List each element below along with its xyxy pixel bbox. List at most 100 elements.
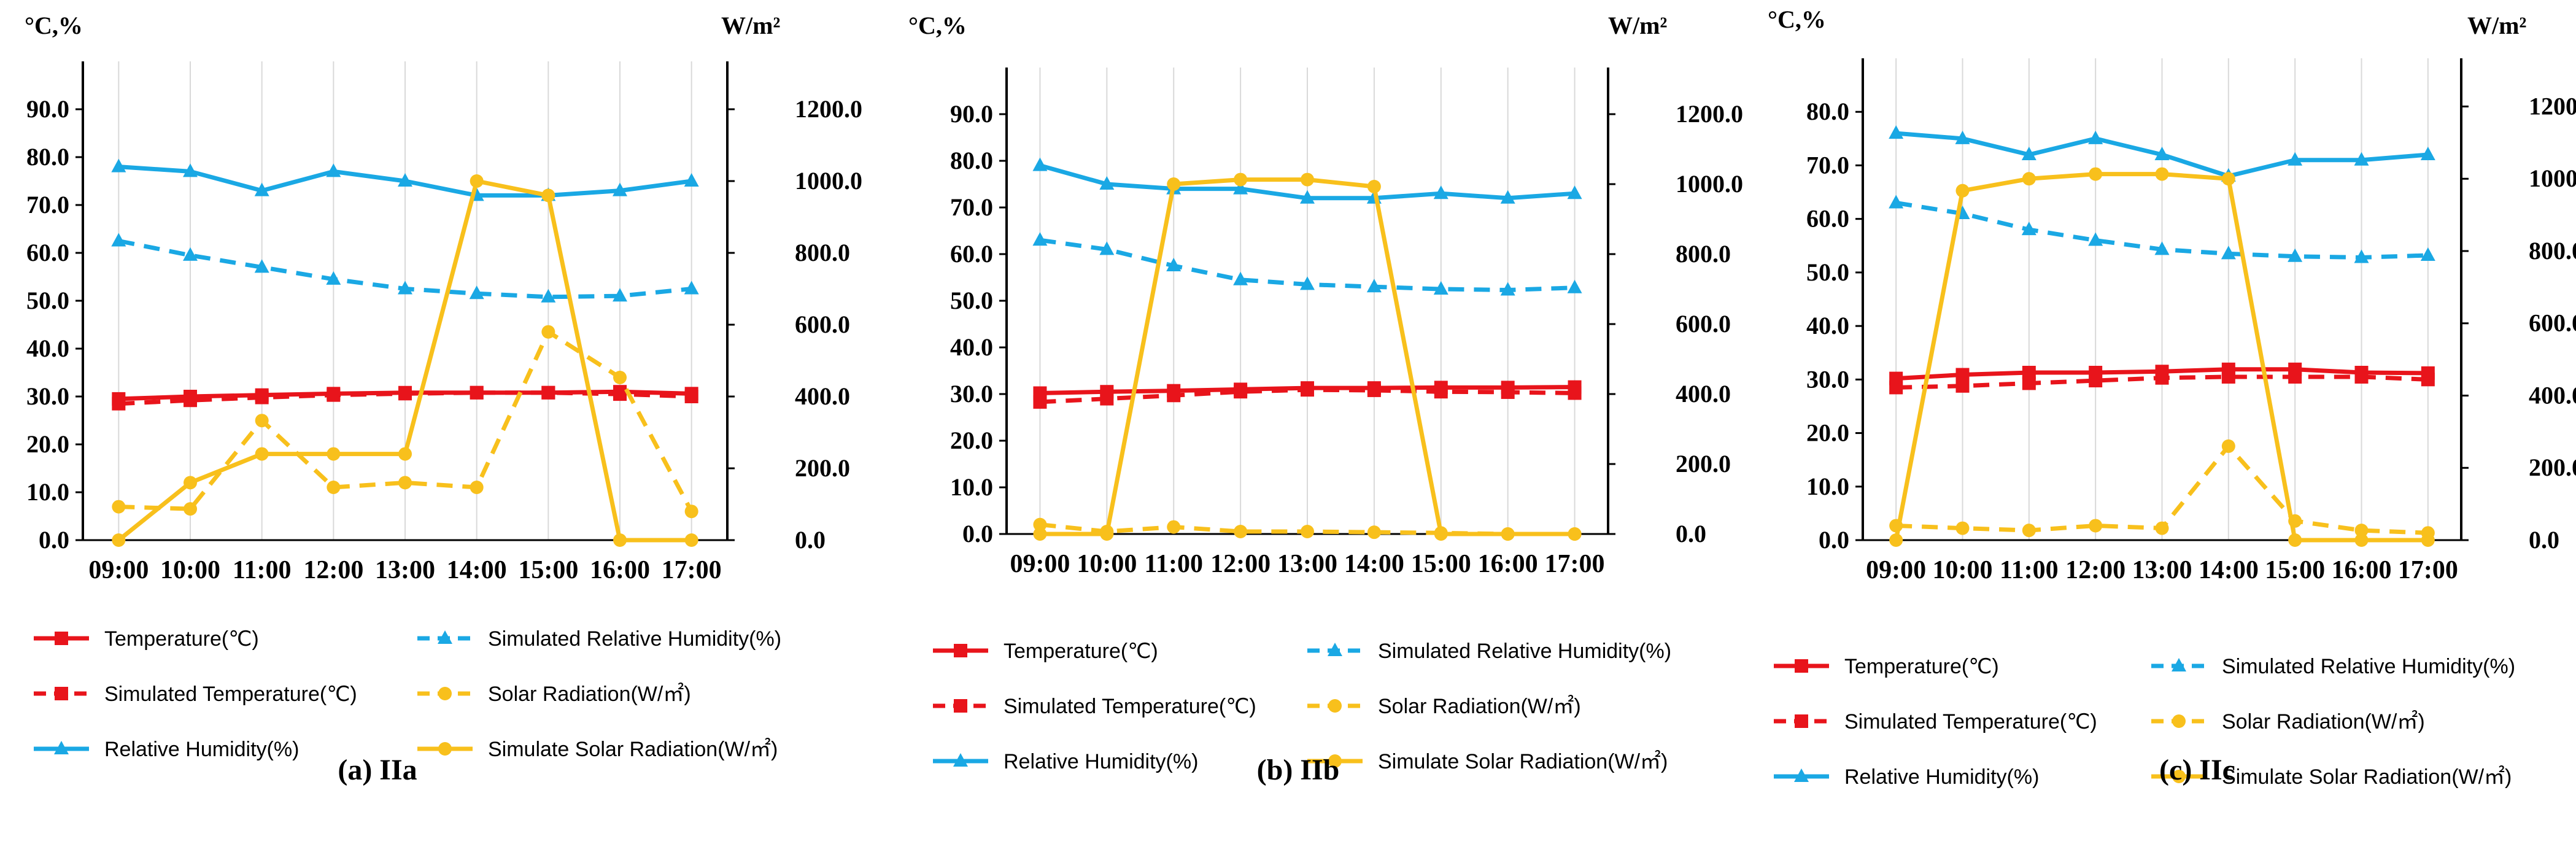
right-tick-label: 1200.0	[1676, 100, 1743, 128]
data-point-simulated-relative-humidity	[1300, 276, 1315, 290]
data-point-relative-humidity	[2354, 152, 2369, 166]
data-point-simulated-temperature	[2221, 369, 2235, 384]
legend-label-simulate-solar-radiation: Simulate Solar Radiation(W/㎡)	[2222, 765, 2512, 789]
x-tick-label: 15:00	[2265, 556, 2325, 584]
left-tick-label: 60.0	[1806, 205, 1849, 233]
x-tick-label: 11:00	[1144, 550, 1203, 578]
left-tick-label: 70.0	[950, 193, 993, 221]
left-tick-label: 60.0	[26, 239, 69, 266]
right-tick-label: 1000.0	[795, 167, 862, 195]
data-point-simulate-solar-radiation	[2354, 533, 2369, 547]
series-solar-radiation	[112, 325, 698, 519]
figure-caption: (a) IIa	[338, 754, 417, 786]
data-point-simulate-solar-radiation	[2221, 172, 2235, 186]
data-point-solar-radiation	[112, 500, 126, 514]
data-point-simulate-solar-radiation	[1367, 179, 1381, 193]
x-tick-label: 17:00	[2398, 556, 2458, 584]
left-axis-unit-label: °C,%	[25, 12, 83, 39]
right-tick-label: 200.0	[2529, 454, 2576, 481]
legend-marker-temperature	[1795, 659, 1808, 673]
data-point-relative-humidity	[111, 158, 126, 172]
data-point-simulated-temperature	[1033, 395, 1047, 409]
data-point-relative-humidity	[398, 173, 412, 187]
data-point-simulated-temperature	[1434, 385, 1448, 399]
right-tick-label: 800.0	[795, 239, 850, 266]
data-point-simulated-relative-humidity	[1433, 281, 1449, 295]
data-point-simulated-temperature	[2354, 369, 2369, 384]
data-point-simulated-relative-humidity	[541, 288, 556, 303]
legend-marker-simulated-temperature	[55, 687, 68, 700]
right-tick-label: 0.0	[2529, 526, 2559, 554]
right-tick-label: 400.0	[2529, 381, 2576, 409]
series-simulated-temperature	[112, 385, 698, 411]
legend-label-simulated-temperature: Simulated Temperature(℃)	[104, 683, 357, 706]
left-tick-label: 80.0	[950, 147, 993, 174]
x-tick-label: 14:00	[2199, 556, 2259, 584]
legend-marker-solar-radiation	[1328, 699, 1342, 713]
data-point-simulated-temperature	[1889, 381, 1903, 395]
data-point-simulate-solar-radiation	[684, 533, 698, 547]
legend-label-solar-radiation: Solar Radiation(W/㎡)	[488, 683, 691, 706]
data-point-simulated-temperature	[613, 387, 627, 401]
x-tick-label: 12:00	[1210, 550, 1271, 578]
x-tick-label: 11:00	[233, 556, 292, 584]
x-tick-label: 17:00	[1545, 550, 1605, 578]
data-point-simulated-temperature	[1234, 385, 1248, 399]
series-simulated-relative-humidity	[1889, 195, 2435, 263]
data-point-solar-radiation	[1367, 525, 1381, 540]
legend-label-temperature: Temperature(℃)	[104, 627, 259, 651]
data-point-simulated-temperature	[2288, 369, 2302, 384]
left-tick-label: 90.0	[950, 100, 993, 128]
series-simulate-solar-radiation	[1033, 172, 1582, 541]
legend-label-simulate-solar-radiation: Simulate Solar Radiation(W/㎡)	[1378, 750, 1668, 773]
legend-marker-simulated-relative-humidity	[1328, 643, 1342, 656]
data-point-solar-radiation	[1167, 520, 1181, 534]
legend: Temperature(℃) Simulated Temperature(℃) Re…	[1774, 655, 2515, 789]
left-tick-label: 80.0	[1806, 98, 1849, 125]
data-point-simulated-relative-humidity	[2154, 241, 2170, 255]
data-point-simulate-solar-radiation	[613, 533, 627, 547]
legend-label-simulated-temperature: Simulated Temperature(℃)	[1844, 710, 2097, 733]
data-point-simulated-temperature	[2421, 373, 2435, 387]
x-tick-label: 10:00	[1933, 556, 1993, 584]
data-point-simulated-relative-humidity	[1500, 282, 1515, 296]
right-tick-label: 0.0	[795, 526, 826, 554]
left-tick-label: 50.0	[26, 287, 69, 314]
left-tick-label: 0.0	[962, 520, 993, 547]
left-tick-label: 0.0	[1819, 526, 1849, 554]
left-tick-label: 20.0	[950, 427, 993, 454]
legend-label-relative-humidity: Relative Humidity(%)	[1844, 765, 2039, 789]
data-point-solar-radiation	[2022, 524, 2036, 538]
legend: Temperature(℃) Simulated Temperature(℃) Re…	[34, 627, 781, 761]
data-point-simulate-solar-radiation	[1100, 527, 1114, 541]
right-tick-label: 1000.0	[1676, 170, 1743, 198]
right-tick-label: 200.0	[795, 454, 850, 482]
data-point-simulated-temperature	[398, 387, 412, 401]
data-point-solar-radiation	[2354, 524, 2369, 538]
data-point-simulated-temperature	[2155, 371, 2169, 385]
left-tick-label: 10.0	[26, 478, 69, 506]
series-simulate-solar-radiation	[112, 174, 698, 547]
data-point-relative-humidity	[2420, 147, 2435, 160]
data-point-relative-humidity	[2154, 147, 2170, 160]
x-tick-label: 14:00	[1344, 550, 1404, 578]
legend-marker-relative-humidity	[54, 741, 69, 754]
right-tick-label: 600.0	[1676, 310, 1731, 338]
right-tick-label: 600.0	[2529, 309, 2576, 337]
legend-marker-simulate-solar-radiation	[1328, 754, 1342, 768]
legend-label-simulated-temperature: Simulated Temperature(℃)	[1004, 695, 1256, 718]
series-simulated-relative-humidity	[111, 233, 699, 303]
x-tick-label: 10:00	[1077, 550, 1137, 578]
x-tick-label: 12:00	[2065, 556, 2125, 584]
data-point-simulate-solar-radiation	[2089, 167, 2103, 181]
series-simulated-temperature	[1889, 369, 2435, 395]
data-point-solar-radiation	[541, 325, 555, 339]
data-point-relative-humidity	[1032, 157, 1048, 171]
data-point-simulated-temperature	[1955, 379, 1970, 393]
legend-marker-simulated-temperature	[1795, 714, 1808, 728]
series-simulated-temperature	[1033, 383, 1582, 409]
right-tick-label: 400.0	[1676, 380, 1731, 408]
data-point-solar-radiation	[2221, 439, 2235, 453]
right-axis-unit-label: W/m²	[2467, 12, 2526, 39]
